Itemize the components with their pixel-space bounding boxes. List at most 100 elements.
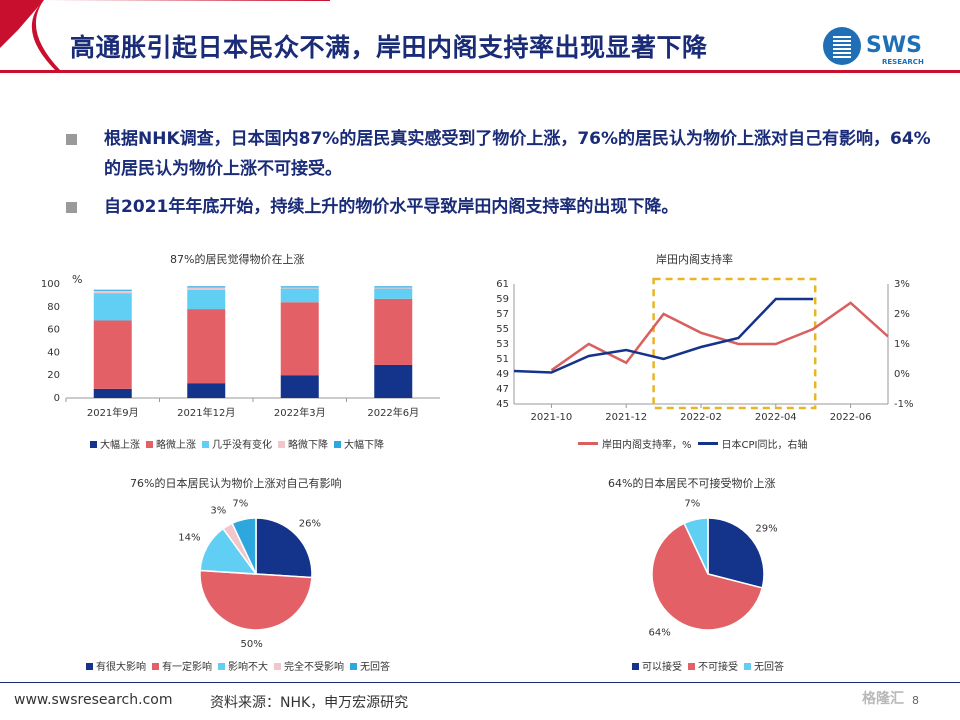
legend-item: 岸田内阁支持率，% (578, 436, 692, 451)
pie-data-label: 7% (232, 499, 248, 510)
pie-slice (199, 569, 313, 631)
x-tick-label: 2022年3月 (274, 406, 326, 419)
x-tick-label: 2022年6月 (367, 406, 419, 419)
legend-item: 略微下降 (278, 436, 328, 451)
legend-label: 影响不大 (228, 662, 268, 673)
pie-slice (255, 517, 313, 579)
logo-subtext: RESEARCH (882, 58, 924, 66)
legend-item: 大幅下降 (334, 436, 384, 451)
legend-label: 可以接受 (642, 662, 682, 673)
legend-swatch (697, 442, 718, 445)
y-tick-label: 80 (47, 302, 60, 313)
left-tick-label: 45 (496, 399, 509, 410)
legend-swatch (632, 663, 639, 670)
y-axis-unit: % (72, 273, 82, 286)
bar-segment (93, 320, 132, 389)
legend-swatch (578, 442, 598, 445)
x-tick-label: 2021-12 (605, 412, 647, 423)
series-line (550, 301, 889, 372)
legend-swatch (278, 441, 285, 448)
pie-slice (651, 522, 764, 631)
legend-label: 有很大影响 (96, 662, 146, 673)
watermark-logo: 格隆汇 (862, 691, 904, 707)
pie2-title: 64%的日本居民不可接受物价上涨 (608, 477, 776, 490)
legend-swatch (744, 663, 751, 670)
y-tick-label: 100 (41, 279, 60, 290)
legend-label: 无回答 (360, 662, 390, 673)
pie-data-label: 7% (684, 499, 700, 510)
right-tick-label: 3% (894, 279, 910, 290)
legend-item: 完全不受影响 (274, 658, 344, 673)
legend-label: 日本CPI同比，右轴 (721, 440, 808, 451)
y-tick-label: 40 (47, 347, 60, 358)
legend-swatch (274, 663, 281, 670)
legend-label: 有一定影响 (162, 662, 212, 673)
bar-segment (374, 286, 413, 288)
bar-segment (280, 286, 319, 288)
pie-slice (231, 517, 257, 575)
bar-segment (280, 302, 319, 376)
pie-data-label: 3% (210, 505, 226, 516)
left-tick-label: 47 (496, 384, 509, 395)
x-tick-label: 2022-02 (680, 412, 722, 423)
bar-segment (187, 309, 226, 384)
legend-item: 大幅上涨 (90, 436, 140, 451)
left-tick-label: 51 (496, 354, 509, 365)
page-number: 8 (912, 694, 919, 707)
bar-segment (280, 375, 319, 398)
x-tick-label: 2022-04 (755, 412, 797, 423)
bullet-1-text: 根据NHK调查，日本国内87%的居民真实感受到了物价上涨，76%的居民认为物价上… (104, 129, 931, 179)
x-tick-label: 2022-06 (830, 412, 872, 423)
line-chart-title: 岸田内阁支持率 (656, 253, 733, 266)
bar-segment (280, 288, 319, 303)
legend-item: 无回答 (744, 658, 784, 673)
pie1-title: 76%的日本居民认为物价上涨对自己有影响 (130, 477, 342, 490)
bar-segment (280, 287, 319, 289)
bar-segment (374, 288, 413, 299)
bar-segment (187, 383, 226, 398)
legend-swatch (350, 663, 357, 670)
footer-source: 资料来源：NHK，申万宏源研究 (210, 695, 409, 711)
legend-item: 略微上涨 (146, 436, 196, 451)
pie-chart-acceptance: 29% 64% 7% (648, 499, 777, 639)
legend-swatch (334, 441, 341, 448)
legend-label: 略微下降 (288, 440, 328, 451)
footer-url[interactable]: www.swsresearch.com (14, 692, 173, 708)
legend-item: 无回答 (350, 658, 390, 673)
legend-swatch (146, 441, 153, 448)
bar-chart: % 0 20 40 60 80 100 2021年9月 2021年12月 2022年3月 2022年… (41, 273, 440, 419)
title-bar: 高通胀引起日本民众不满，岸田内阁支持率出现显著下降 SWS RESEARCH (0, 0, 960, 100)
bar-segment (374, 287, 413, 289)
left-tick-label: 53 (496, 339, 509, 350)
slide-title: 高通胀引起日本民众不满，岸田内阁支持率出现显著下降 (70, 33, 708, 62)
bar-segment (374, 298, 413, 365)
bar-segment (93, 290, 132, 294)
legend-swatch (90, 441, 97, 448)
legend-item: 不可接受 (688, 658, 738, 673)
pie-data-label: 14% (178, 532, 200, 543)
pie-chart-impact: 26% 50% 14% 3% 7% (178, 499, 321, 650)
bar-chart-title: 87%的居民觉得物价在上涨 (170, 253, 305, 266)
sws-logo: SWS RESEARCH (820, 24, 950, 70)
left-tick-label: 61 (496, 279, 509, 290)
legend-item: 有一定影响 (152, 658, 212, 673)
pie1-legend: 有很大影响 有一定影响 影响不大 完全不受影响 无回答 (86, 658, 396, 673)
pie-data-label: 26% (299, 518, 321, 529)
x-tick-label: 2021年12月 (177, 406, 235, 419)
highlight-box (652, 277, 817, 410)
legend-swatch (688, 663, 695, 670)
legend-item: 影响不大 (218, 658, 268, 673)
legend-item: 有很大影响 (86, 658, 146, 673)
legend-swatch (218, 663, 225, 670)
pie-slice (683, 517, 709, 575)
legend-item: 日本CPI同比，右轴 (697, 436, 808, 451)
left-tick-label: 49 (496, 369, 509, 380)
y-tick-label: 60 (47, 325, 60, 336)
bar-chart-legend: 大幅上涨 略微上涨 几乎没有变化 略微下降 大幅下降 (90, 436, 390, 451)
legend-swatch (202, 441, 209, 448)
footer-divider (0, 682, 960, 683)
pie2-legend: 可以接受 不可接受 无回答 (632, 658, 790, 673)
logo-text: SWS (866, 33, 922, 58)
bar-segment (93, 293, 132, 321)
left-tick-label: 57 (496, 309, 509, 320)
